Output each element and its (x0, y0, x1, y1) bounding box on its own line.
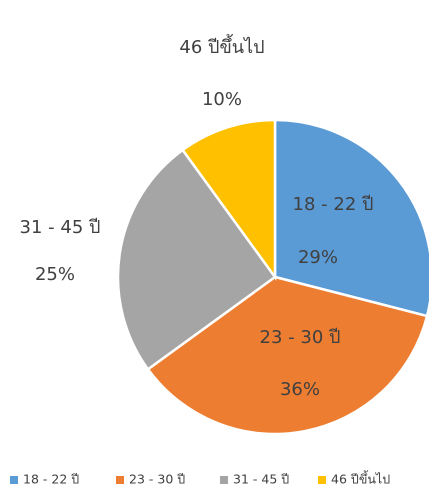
legend-swatch (10, 476, 18, 484)
legend-label: 46 ปีขึ้นไป (331, 470, 390, 487)
slice-value-label: 29% (298, 247, 338, 268)
slice-category-label: 31 - 45 ปี (20, 217, 101, 238)
slice-category-label: 18 - 22 ปี (293, 194, 374, 215)
slice-value-label: 25% (35, 264, 75, 285)
pie-slice (273, 118, 429, 318)
pie-slice (116, 148, 277, 372)
legend-swatch (220, 476, 228, 484)
slice-category-label: 23 - 30 ปี (260, 327, 341, 348)
pie-slice (180, 118, 277, 281)
slice-category-label: 46 ปีขึ้นไป (179, 34, 264, 58)
slice-value-label: 10% (202, 89, 242, 110)
legend-swatch (318, 476, 326, 484)
pie-slice (146, 275, 429, 436)
slice-value-label: 36% (280, 379, 320, 400)
legend-label: 31 - 45 ปี (233, 472, 289, 487)
legend-label: 18 - 22 ปี (23, 472, 79, 487)
legend-swatch (116, 476, 124, 484)
legend-label: 23 - 30 ปี (129, 472, 185, 487)
